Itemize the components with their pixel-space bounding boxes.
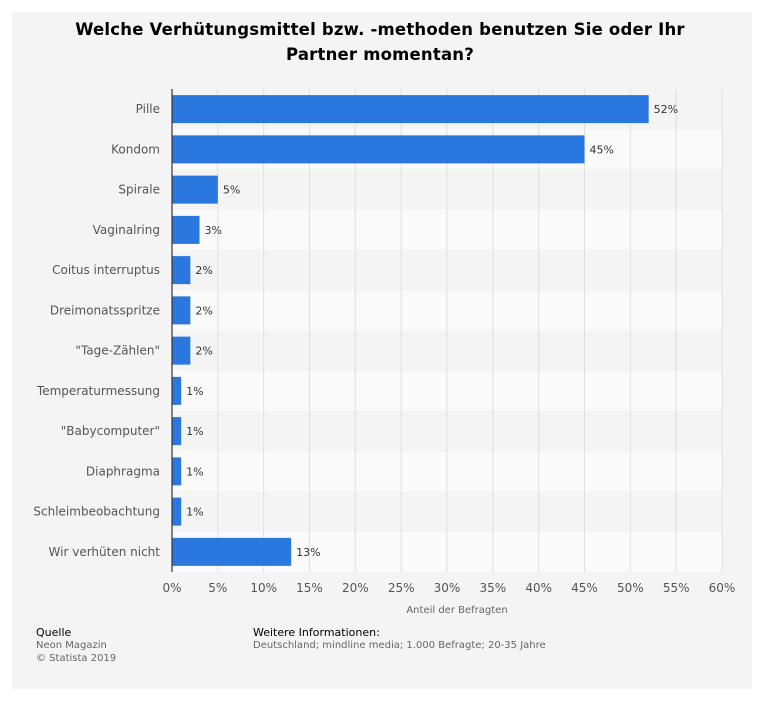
x-tick-label: 35% <box>479 581 506 595</box>
source-heading: Quelle <box>36 626 72 639</box>
copyright-line: © Statista 2019 <box>36 653 117 664</box>
x-tick-label: 10% <box>250 581 277 595</box>
source-block: Quelle Neon Magazin © Statista 2019 <box>36 626 116 665</box>
bar <box>172 537 292 566</box>
category-label: Dreimonatsspritze <box>50 303 160 317</box>
category-label: Diaphragma <box>86 464 160 478</box>
x-tick-label: 30% <box>434 581 461 595</box>
value-label: 1% <box>186 465 203 478</box>
value-label: 52% <box>654 103 678 116</box>
bar <box>172 417 182 446</box>
info-text: Deutschland; mindline media; 1.000 Befra… <box>253 640 546 651</box>
value-label: 1% <box>186 425 203 438</box>
category-label: "Tage-Zählen" <box>75 344 160 358</box>
x-tick-label: 15% <box>296 581 323 595</box>
value-label: 1% <box>186 385 203 398</box>
category-label: Spirale <box>118 183 160 197</box>
bar <box>172 336 191 365</box>
value-label: 3% <box>205 224 222 237</box>
x-tick-label: 25% <box>388 581 415 595</box>
x-tick-label: 45% <box>571 581 598 595</box>
x-tick-label: 55% <box>663 581 690 595</box>
x-tick-label: 60% <box>709 581 736 595</box>
x-tick-label: 5% <box>208 581 227 595</box>
value-label: 1% <box>186 506 203 519</box>
category-label: Pille <box>136 102 160 116</box>
category-label: Coitus interruptus <box>52 263 160 277</box>
value-label: 2% <box>195 304 212 317</box>
value-label: 5% <box>223 184 240 197</box>
bar <box>172 135 585 164</box>
category-label: Schleimbeobachtung <box>33 505 160 519</box>
category-label: Vaginalring <box>93 223 160 237</box>
category-label: Temperaturmessung <box>36 384 160 398</box>
bar <box>172 215 200 244</box>
source-line: Neon Magazin <box>36 640 107 651</box>
chart-title: Welche Verhütungsmittel bzw. -methoden b… <box>75 20 685 64</box>
category-label: Wir verhüten nicht <box>49 545 161 559</box>
bar <box>172 497 182 526</box>
x-tick-label: 20% <box>342 581 369 595</box>
bar <box>172 256 191 285</box>
x-axis-title: Anteil der Befragten <box>406 605 507 616</box>
info-block: Weitere Informationen: Deutschland; mind… <box>253 626 546 652</box>
info-heading: Weitere Informationen: <box>253 626 380 639</box>
category-label: "Babycomputer" <box>61 424 160 438</box>
value-label: 13% <box>296 546 320 559</box>
value-label: 2% <box>195 345 212 358</box>
bar <box>172 457 182 486</box>
bar <box>172 95 649 124</box>
value-label: 45% <box>590 143 614 156</box>
value-label: 2% <box>195 264 212 277</box>
x-tick-label: 0% <box>162 581 181 595</box>
x-tick-label: 50% <box>617 581 644 595</box>
category-label: Kondom <box>111 142 160 156</box>
x-tick-label: 40% <box>525 581 552 595</box>
bar <box>172 296 191 325</box>
bar <box>172 175 218 204</box>
bar <box>172 376 182 405</box>
